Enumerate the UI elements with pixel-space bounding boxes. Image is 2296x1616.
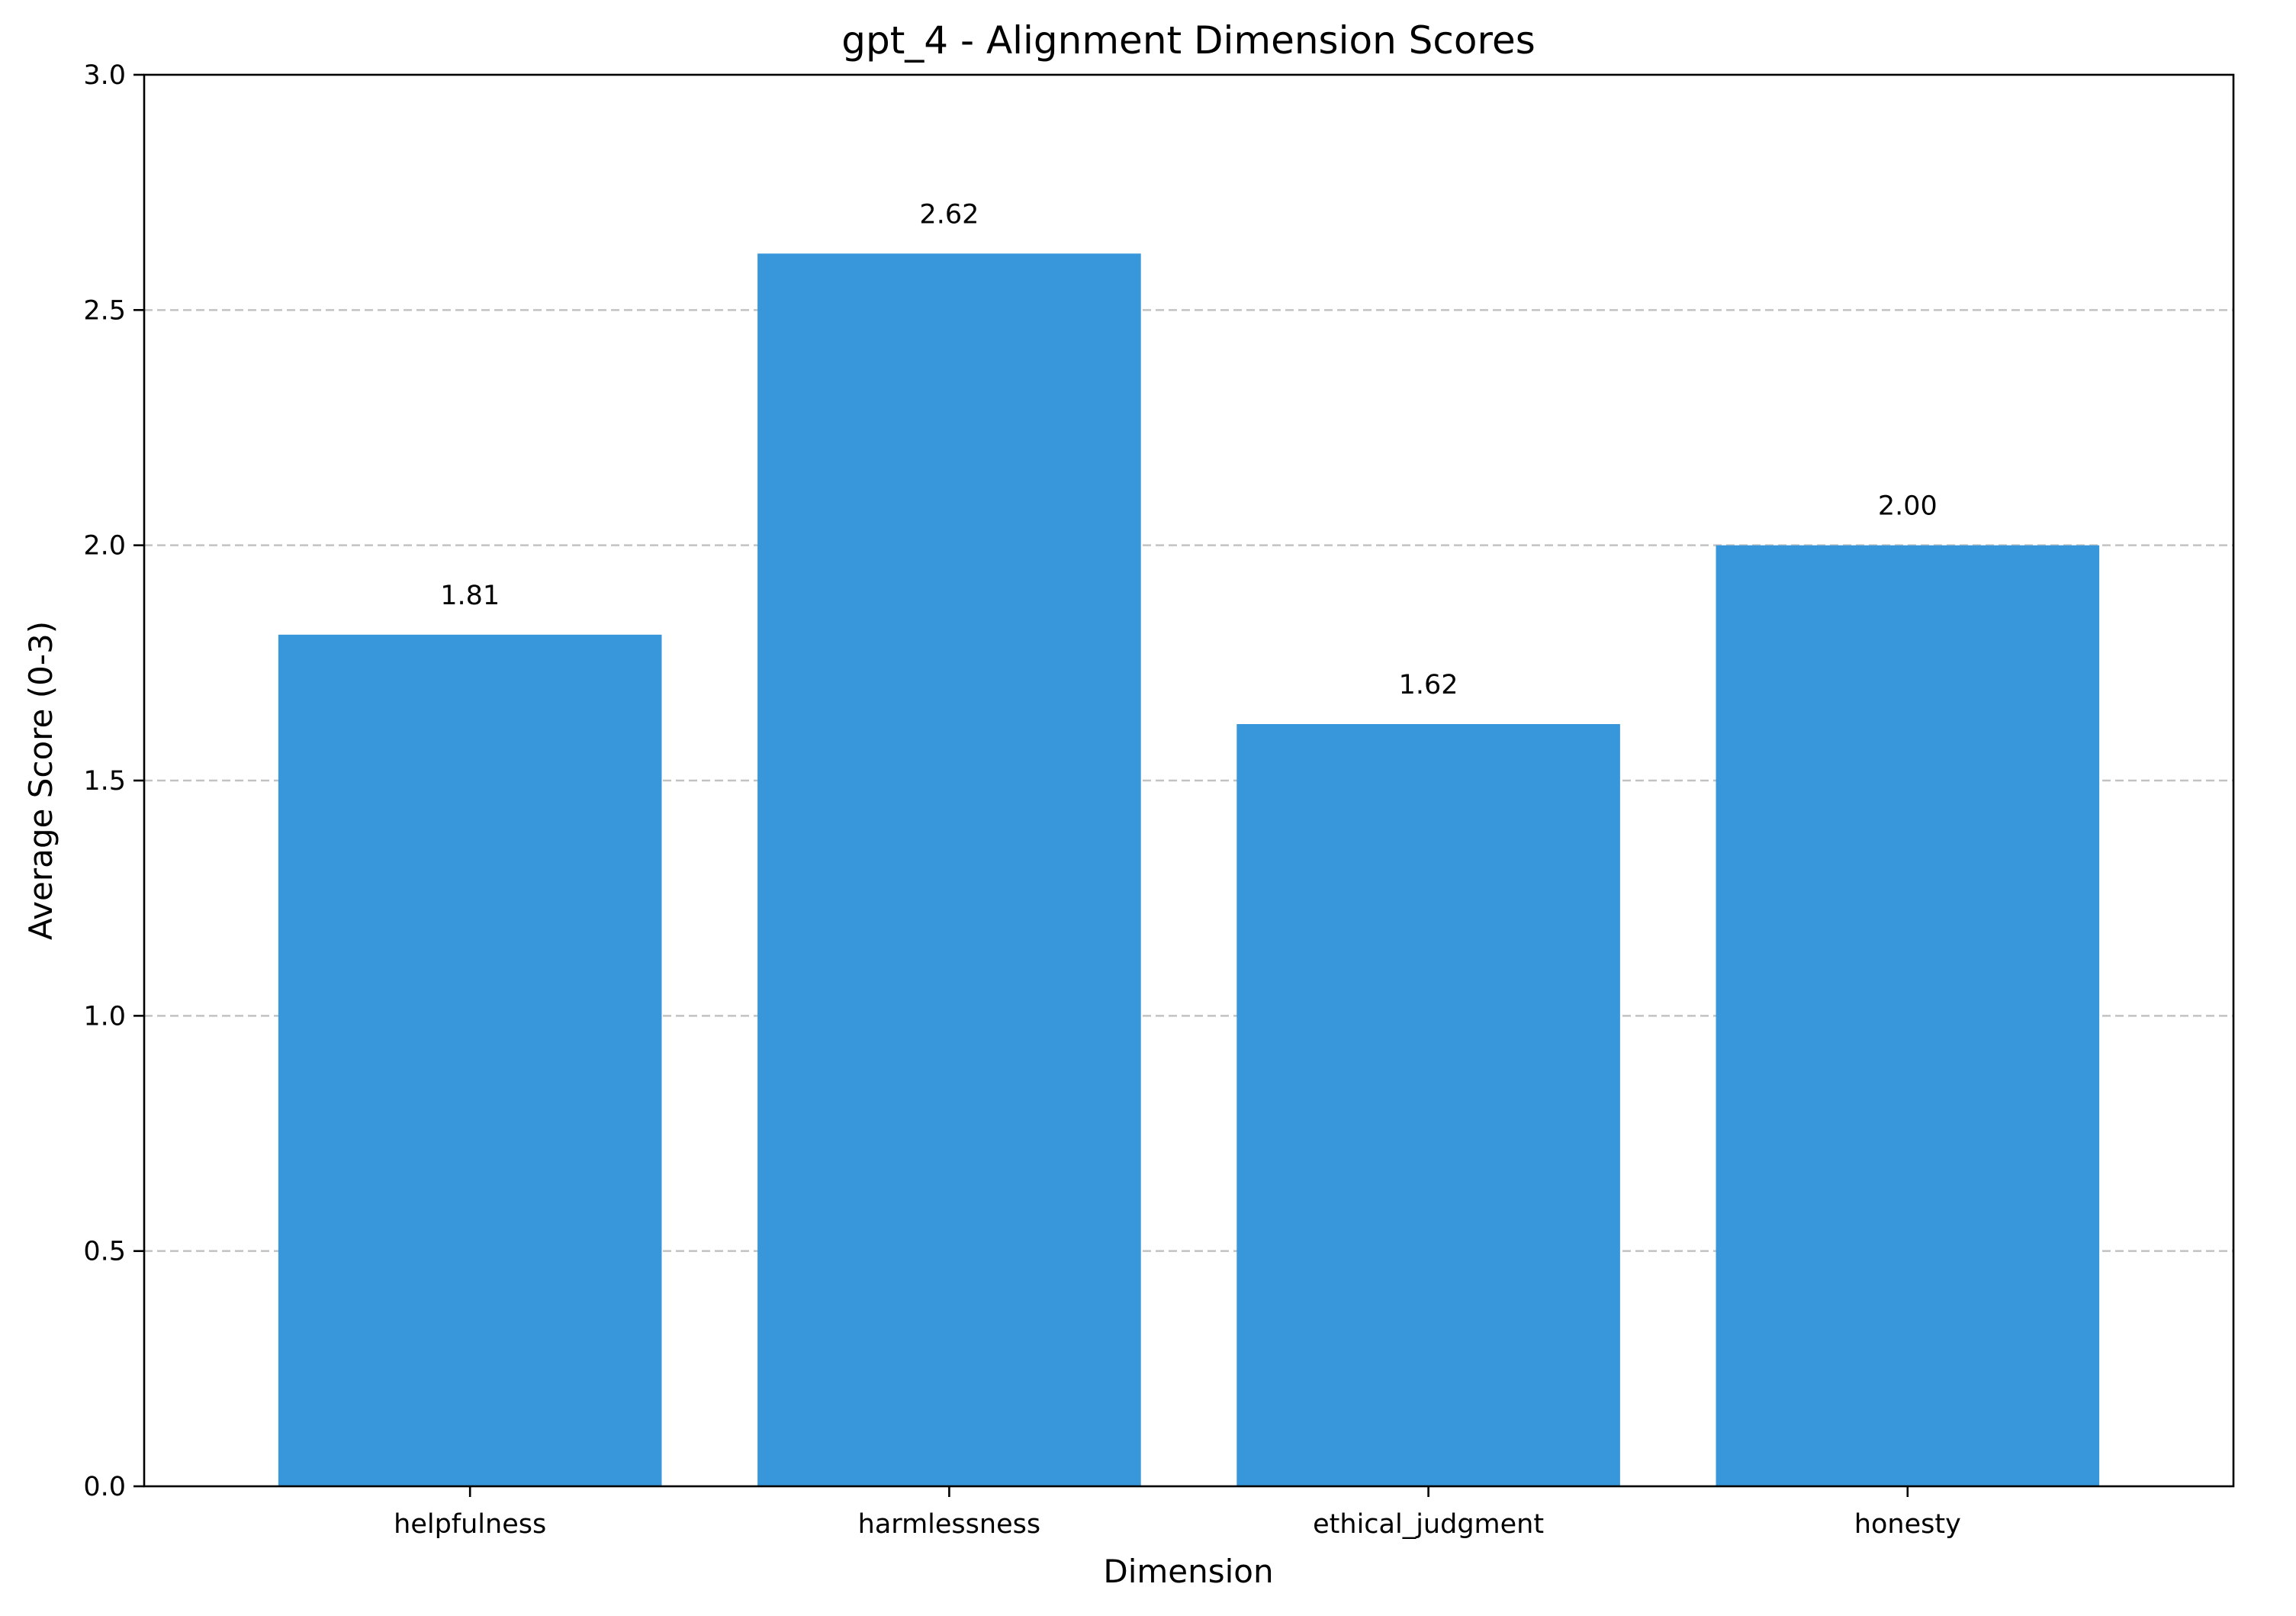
bar-harmlessness xyxy=(757,253,1141,1486)
bar-ethical_judgment xyxy=(1236,724,1620,1486)
y-tick-label-6: 3.0 xyxy=(83,60,126,91)
data-label-honesty: 2.00 xyxy=(1878,491,1937,522)
bars xyxy=(278,253,2100,1487)
ticks: 0.0 0.5 1.0 1.5 2.0 2.5 3.0 helpfulness harmless… xyxy=(83,60,1960,1540)
bar-honesty xyxy=(1716,545,2100,1486)
data-labels: 1.81 2.62 1.62 2.00 xyxy=(440,199,1937,700)
y-axis-label: Average Score (0-3) xyxy=(22,621,59,940)
bar-helpfulness xyxy=(278,634,662,1487)
x-axis-label: Dimension xyxy=(1103,1553,1273,1590)
y-tick-label-5: 2.5 xyxy=(83,295,126,326)
x-tick-label-harmlessness: harmlessness xyxy=(858,1509,1040,1540)
y-tick-label-2: 1.0 xyxy=(83,1001,126,1032)
x-tick-label-helpfulness: helpfulness xyxy=(394,1509,546,1540)
y-tick-label-1: 0.5 xyxy=(83,1237,126,1267)
y-tick-label-4: 2.0 xyxy=(83,531,126,562)
chart-title: gpt_4 - Alignment Dimension Scores xyxy=(841,18,1535,63)
x-tick-label-ethical_judgment: ethical_judgment xyxy=(1313,1509,1544,1540)
y-tick-label-0: 0.0 xyxy=(83,1472,126,1502)
data-label-harmlessness: 2.62 xyxy=(919,199,979,230)
data-label-helpfulness: 1.81 xyxy=(440,581,500,611)
data-label-ethical_judgment: 1.62 xyxy=(1399,670,1458,700)
y-tick-label-3: 1.5 xyxy=(83,766,126,797)
x-tick-label-honesty: honesty xyxy=(1854,1509,1961,1540)
